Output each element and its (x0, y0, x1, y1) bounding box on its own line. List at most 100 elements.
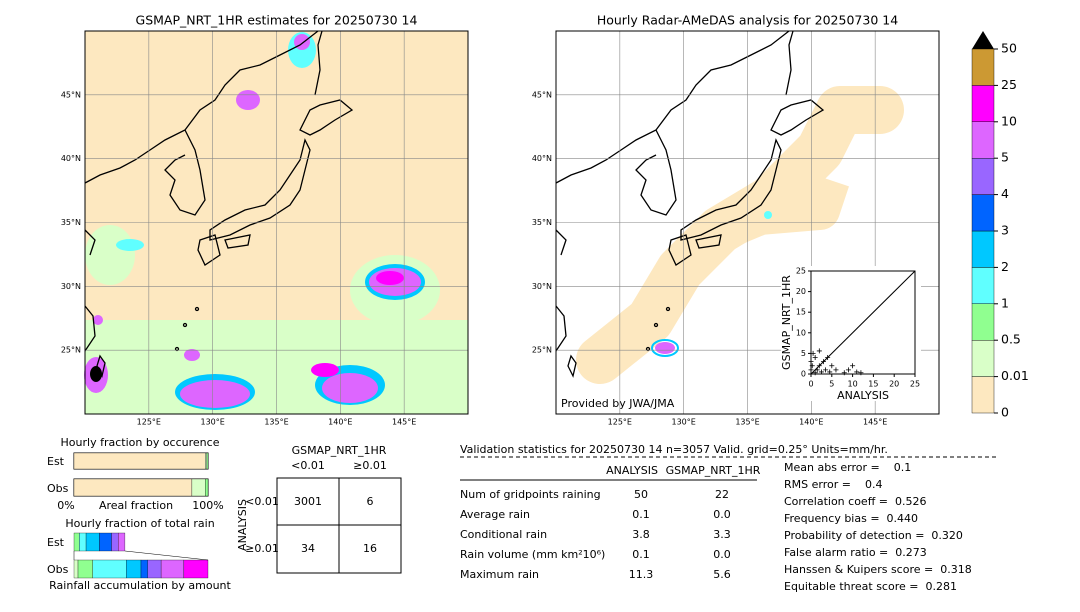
fraction-segment (183, 559, 209, 579)
scatter-point (833, 367, 839, 373)
score: Correlation coeff = 0.526 (784, 495, 926, 508)
scatter-point (809, 363, 815, 369)
fraction-segment (73, 478, 193, 497)
lat-label: 45°N (532, 90, 552, 99)
lat-label: 40°N (532, 154, 552, 163)
col-header: <0.01 (291, 459, 325, 472)
fraction-segment (77, 559, 93, 579)
lon-label: 135°E (735, 418, 759, 427)
colorbar-label: 0 (1001, 405, 1009, 420)
colorbar-extension (972, 31, 994, 49)
scatter-point (858, 370, 864, 376)
table-cell: 6 (367, 495, 374, 508)
y-tick-label: 10 (796, 328, 806, 337)
table-cell: 0.1 (632, 508, 650, 521)
fraction-segment (206, 452, 209, 470)
lat-label: 45°N (61, 90, 81, 99)
scatter-frame (810, 270, 916, 375)
lat-label: 35°N (532, 218, 552, 227)
scatter-point (810, 350, 816, 356)
colorbar-label: 2 (1001, 259, 1009, 274)
y-tick-label: 15 (796, 308, 806, 317)
table-cell: 0.0 (713, 548, 731, 561)
lon-label: 135°E (264, 418, 288, 427)
section-title: Hourly fraction of total rain (65, 517, 214, 530)
table-cell: 34 (301, 542, 315, 555)
colorbar-segment (971, 340, 995, 377)
scatter-point (823, 367, 829, 373)
lon-label: 145°E (392, 418, 416, 427)
y-tick-label: 0 (801, 370, 806, 379)
colorbar-label: 10 (1001, 113, 1017, 128)
colorbar-segment (971, 376, 995, 414)
fraction-segment (92, 559, 127, 579)
fraction-segment (73, 452, 206, 470)
x-tick-label: 15 (868, 380, 878, 389)
connector (124, 550, 209, 561)
scatter-point (816, 363, 822, 369)
score: Probability of detection = 0.320 (784, 529, 963, 542)
map-title: Hourly Radar-AMeDAS analysis for 2025073… (597, 13, 898, 28)
lat-label: 25°N (532, 346, 552, 355)
lon-label: 125°E (137, 418, 161, 427)
table-cell: 11.3 (629, 568, 654, 581)
one-to-one-line (810, 270, 916, 375)
col-header: GSMAP_NRT_1HR (666, 464, 761, 477)
table-cell: 16 (363, 542, 377, 555)
score: Equitable threat score = 0.281 (784, 580, 957, 593)
map-frame (84, 30, 469, 415)
row-label: Maximum rain (460, 568, 539, 581)
lon-label: 140°E (328, 418, 352, 427)
col-header: ≥0.01 (353, 459, 387, 472)
colorbar-segment (971, 48, 995, 86)
scatter-point (845, 367, 851, 373)
fraction-segment (126, 559, 142, 579)
scatter-point (808, 359, 814, 365)
scatter-point (825, 355, 831, 361)
row-label: Average rain (460, 508, 530, 521)
scatter-point (808, 367, 814, 373)
score: RMS error = 0.4 (784, 478, 882, 491)
colorbar-segment (971, 230, 995, 268)
fraction-segment (205, 452, 207, 470)
table-cell: 0.1 (632, 548, 650, 561)
row-label: Obs (47, 563, 69, 576)
row-header: <0.01 (245, 495, 279, 508)
table-cell: 22 (715, 488, 729, 501)
map-title: GSMAP_NRT_1HR estimates for 20250730 14 (136, 13, 418, 28)
axis-label: Areal fraction (99, 499, 173, 512)
scatter-point (820, 359, 826, 365)
score: Mean abs error = 0.1 (784, 461, 911, 474)
x-tick-label: 0 (808, 380, 813, 389)
score: Frequency bias = 0.440 (784, 512, 918, 525)
colorbar-label: 1 (1001, 295, 1009, 310)
section-title: Hourly fraction by occurence (61, 436, 220, 449)
scatter-point (818, 369, 824, 375)
fraction-segment (73, 559, 79, 579)
scatter-point (814, 367, 820, 373)
lat-label: 40°N (61, 154, 81, 163)
lon-label: 130°E (672, 418, 696, 427)
scatter-point (812, 370, 818, 376)
fraction-segment (73, 532, 80, 552)
colorbar-label: 0.01 (1001, 368, 1029, 383)
colorbar-label: 0.5 (1001, 332, 1021, 347)
map-frame (555, 30, 940, 415)
fraction-segment (85, 532, 100, 552)
axis-label: 0% (57, 499, 74, 512)
lon-label: 145°E (863, 418, 887, 427)
scatter-point (812, 355, 818, 361)
lon-label: 140°E (799, 418, 823, 427)
table-title: GSMAP_NRT_1HR (292, 444, 387, 457)
axis-label: 100% (192, 499, 223, 512)
x-tick-label: 10 (848, 380, 858, 389)
scatter-point (829, 363, 835, 369)
scatter-point (816, 348, 822, 354)
colorbar-label: 50 (1001, 41, 1017, 56)
row-label: Obs (47, 482, 69, 495)
fraction-segment (79, 532, 87, 552)
colorbar-segment (971, 194, 995, 232)
fraction-segment (140, 559, 148, 579)
x-tick-label: 5 (829, 380, 834, 389)
table-cell: 5.6 (713, 568, 731, 581)
